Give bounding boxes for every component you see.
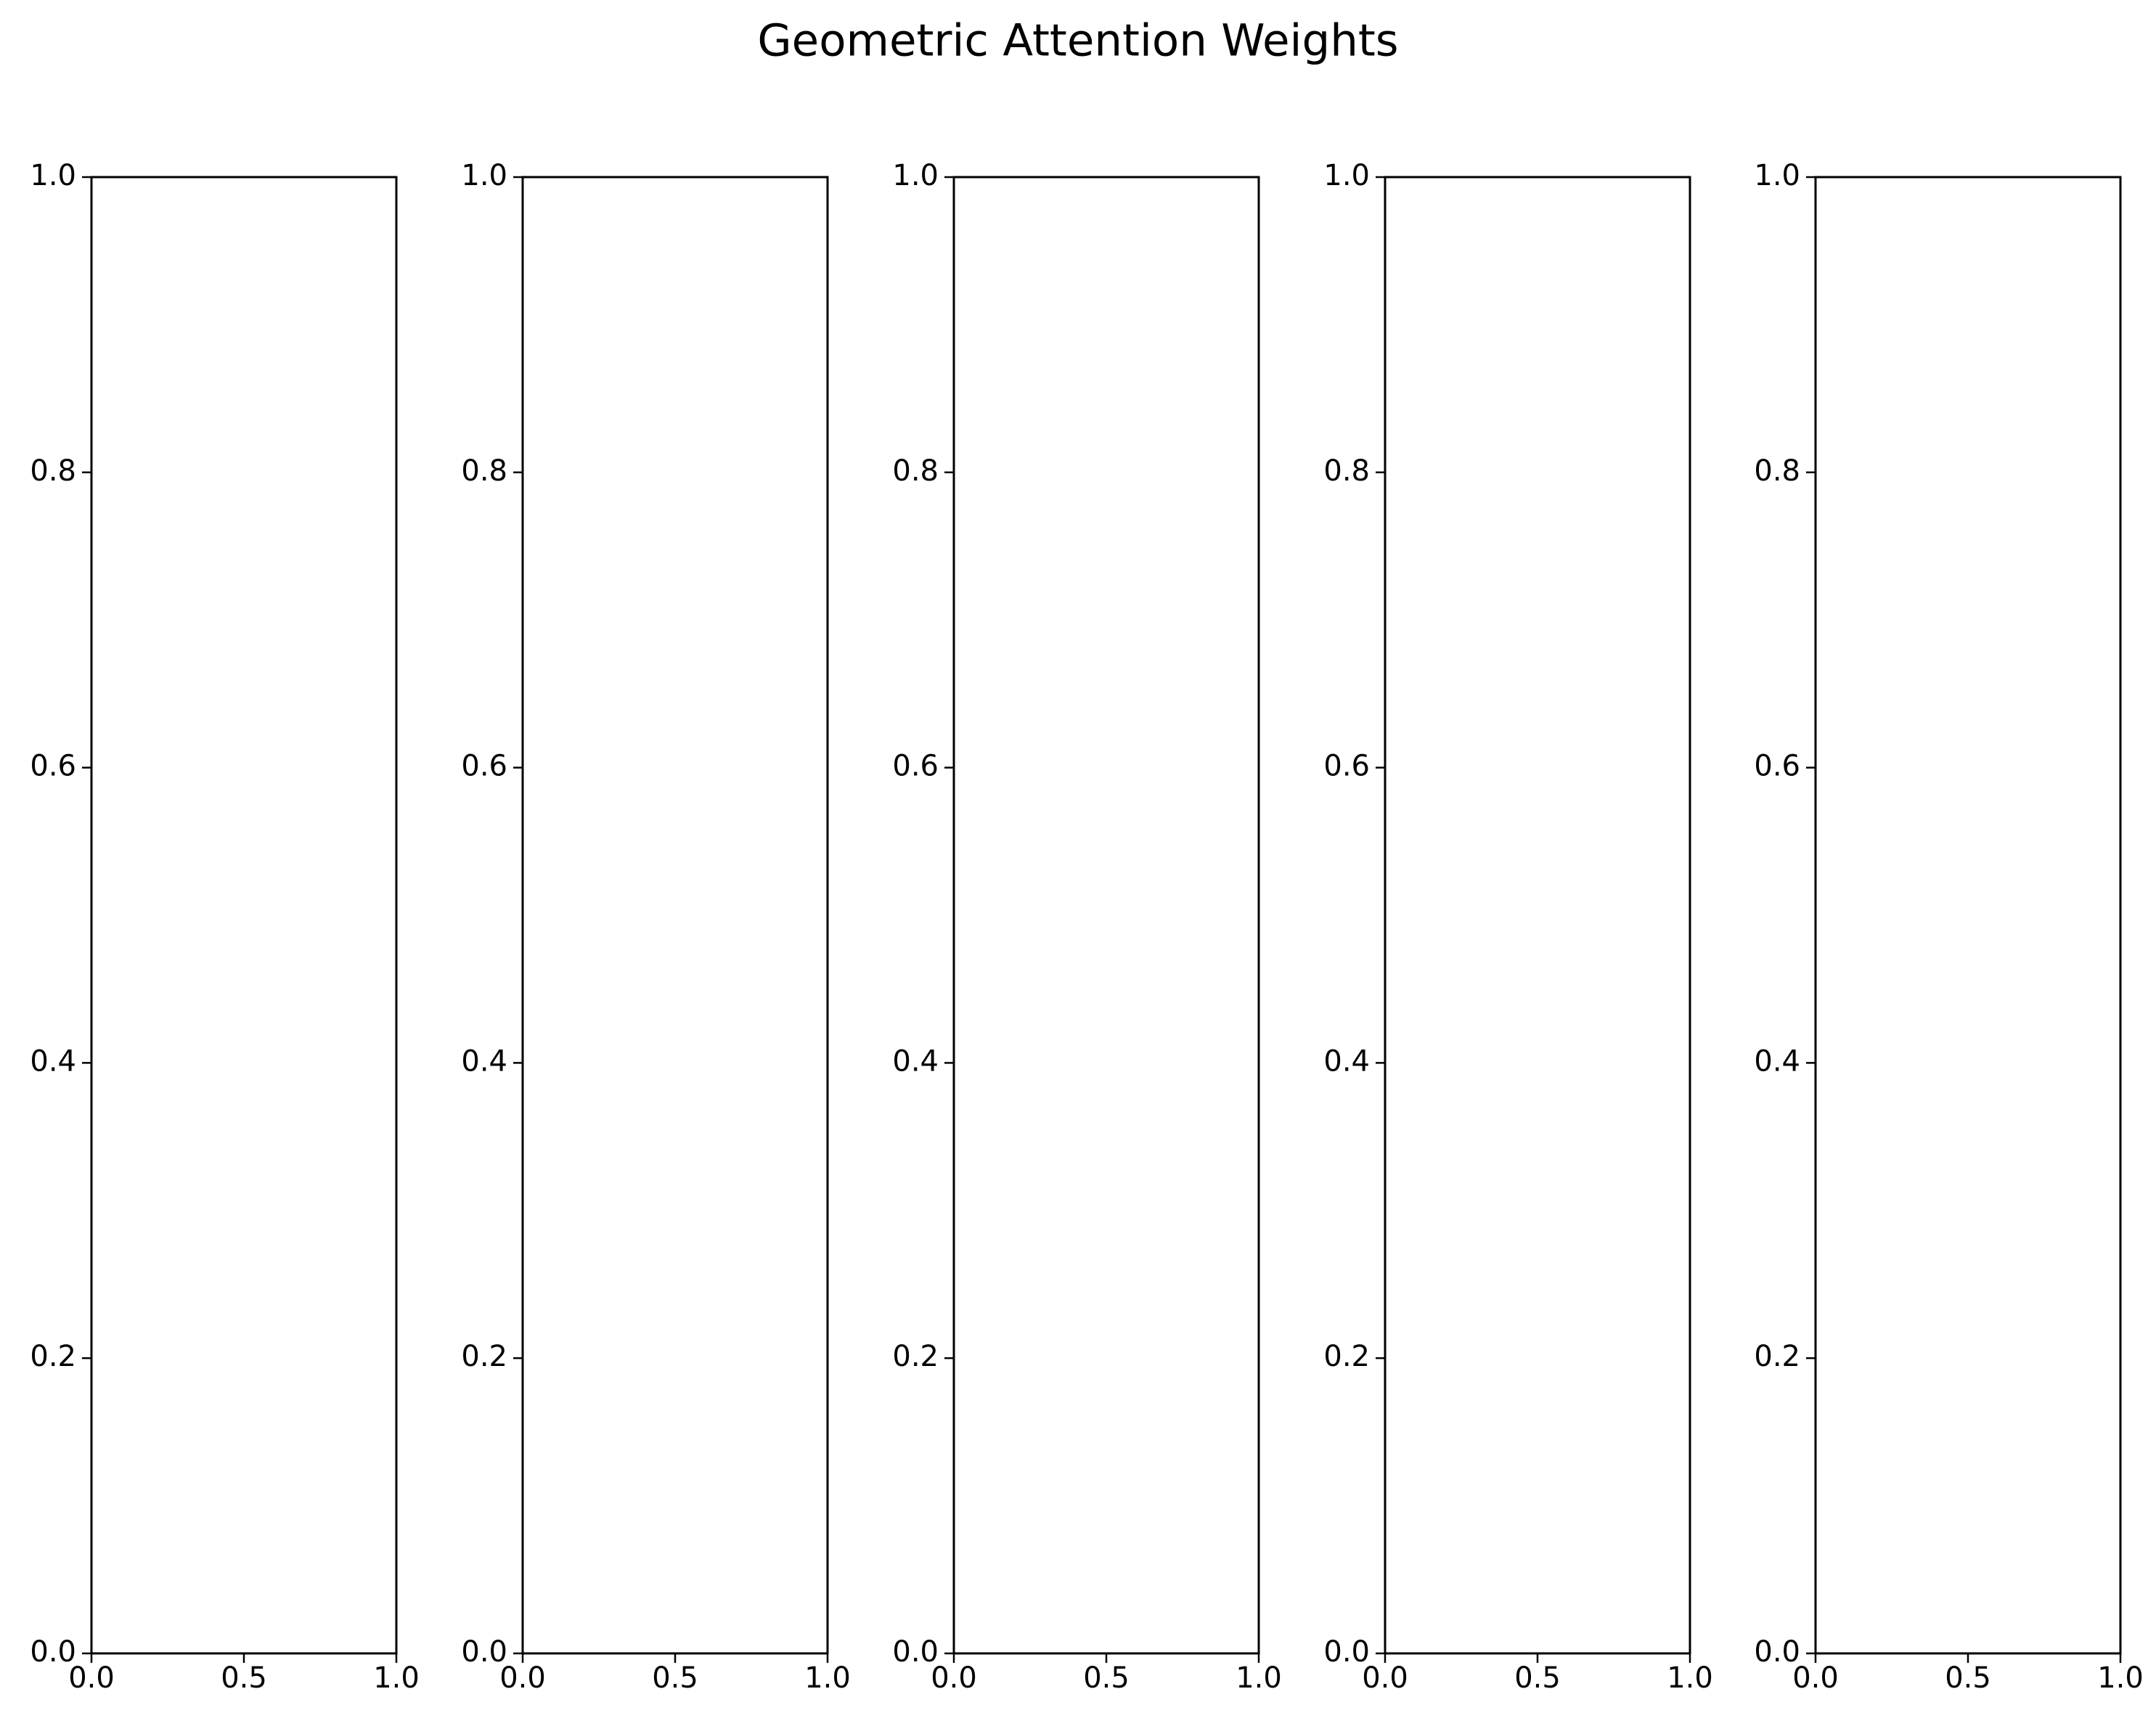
x-tick-label: 1.0: [1236, 1661, 1282, 1695]
y-tick-label: 0.2: [1323, 1340, 1370, 1373]
y-tick-label: 0.6: [892, 750, 939, 783]
x-tick-label: 0.5: [652, 1661, 698, 1695]
subplot-5: 0.0 0.2 0.4 0.6 0.8 1.0 0.0 0.5 1.0: [1754, 159, 2143, 1695]
axes-frame: [952, 176, 1260, 1655]
y-tick-label: 1.0: [1323, 159, 1370, 192]
y-tick-label: 1.0: [892, 159, 939, 192]
subplot-3: 0.0 0.2 0.4 0.6 0.8 1.0 0.0 0.5 1.0: [892, 159, 1281, 1695]
y-tick-label: 0.6: [461, 750, 507, 783]
y-tick-label: 1.0: [1754, 159, 1800, 192]
axes-frame: [521, 176, 829, 1655]
y-tick-label: 0.8: [461, 454, 507, 488]
x-tick-label: 0.0: [1792, 1661, 1839, 1695]
x-tick-label: 0.0: [931, 1661, 977, 1695]
x-tick-label: 0.0: [499, 1661, 546, 1695]
subplot-grid: 0.00.20.40.60.81.00.0 0.5 1.00.00.20.40.60…: [30, 159, 2143, 1695]
axes-frame: [1384, 176, 1691, 1655]
subplot-2: 0.0 0.2 0.4 0.6 0.8 1.0 0.0 0.5 1.0: [461, 159, 850, 1695]
figure-suptitle: Geometric Attention Weights: [757, 15, 1398, 67]
y-tick-label: 0.0: [1323, 1635, 1370, 1669]
y-tick-label: 0.4: [1754, 1044, 1800, 1078]
y-tick-label: 0.6: [1754, 750, 1800, 783]
y-tick-label: 0.6: [1323, 750, 1370, 783]
y-tick-label: 0.4: [30, 1044, 76, 1078]
x-tick-label: 0.5: [1083, 1661, 1130, 1695]
y-tick-label: 0.8: [30, 454, 76, 488]
y-tick-label: 0.8: [1754, 454, 1800, 488]
y-tick-label: 0.4: [461, 1044, 507, 1078]
x-tick-label: 1.0: [1667, 1661, 1713, 1695]
y-tick-label: 0.8: [1323, 454, 1370, 488]
y-tick-label: 0.0: [1754, 1635, 1800, 1669]
y-tick-label: 0.2: [892, 1340, 939, 1373]
y-tick-label: 0.0: [461, 1635, 507, 1669]
subplot-1: 0.0 0.2 0.4 0.6 0.8 1.0 0.0 0.5 1.0: [30, 159, 419, 1695]
x-tick-label: 0.5: [1945, 1661, 1991, 1695]
y-tick-label: 0.0: [892, 1635, 939, 1669]
y-tick-label: 0.0: [30, 1635, 76, 1669]
y-tick-label: 0.4: [892, 1044, 939, 1078]
x-tick-label: 0.0: [68, 1661, 115, 1695]
y-tick-label: 1.0: [30, 159, 76, 192]
y-tick-label: 0.2: [30, 1340, 76, 1373]
x-tick-label: 0.0: [1362, 1661, 1408, 1695]
y-tick-label: 0.4: [1323, 1044, 1370, 1078]
axes-frame: [90, 176, 398, 1655]
y-tick-label: 0.6: [30, 750, 76, 783]
y-tick-label: 0.8: [892, 454, 939, 488]
y-tick-label: 1.0: [461, 159, 507, 192]
x-tick-label: 1.0: [2097, 1661, 2144, 1695]
y-tick-label: 0.2: [1754, 1340, 1800, 1373]
x-tick-label: 0.5: [1514, 1661, 1561, 1695]
axes-frame: [1814, 176, 2122, 1655]
x-tick-label: 1.0: [373, 1661, 420, 1695]
y-tick-label: 0.2: [461, 1340, 507, 1373]
x-tick-label: 1.0: [804, 1661, 851, 1695]
subplot-4: 0.0 0.2 0.4 0.6 0.8 1.0 0.0 0.5 1.0: [1323, 159, 1712, 1695]
x-tick-label: 0.5: [221, 1661, 267, 1695]
